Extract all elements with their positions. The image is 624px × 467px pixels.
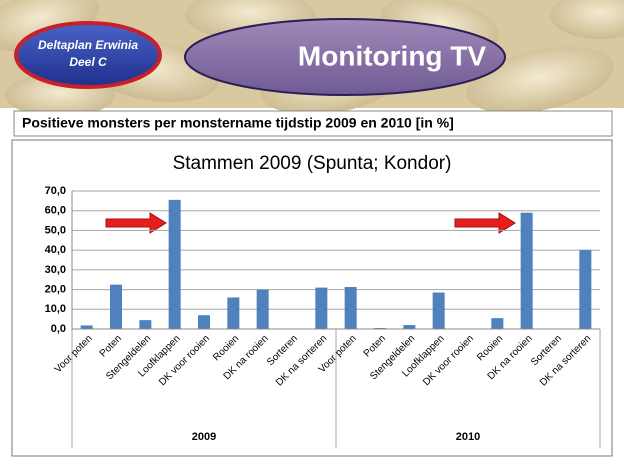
bar — [491, 318, 503, 329]
y-tick-label: 60,0 — [45, 205, 66, 217]
bar — [227, 297, 239, 329]
bar — [345, 287, 357, 329]
y-tick-label: 20,0 — [45, 283, 66, 295]
bar — [169, 200, 181, 329]
badge-line: Deltaplan Erwinia — [38, 38, 138, 52]
slide: Deltaplan Erwinia Deel C Monitoring TV P… — [0, 0, 624, 462]
y-tick-label: 0,0 — [51, 323, 66, 335]
bar — [198, 315, 210, 329]
chart-title: Stammen 2009 (Spunta; Kondor) — [173, 153, 452, 174]
bar — [257, 290, 269, 329]
y-tick-label: 50,0 — [45, 224, 66, 236]
bar — [521, 213, 533, 329]
bar — [579, 250, 591, 329]
bar — [81, 325, 93, 329]
group-label: 2010 — [456, 431, 480, 443]
bar — [110, 285, 122, 329]
badge-line: Deel C — [69, 55, 107, 69]
subtitle: Positieve monsters per monstername tijds… — [22, 115, 454, 131]
group-label: 2009 — [192, 431, 216, 443]
y-tick-label: 10,0 — [45, 303, 66, 315]
bar — [433, 293, 445, 329]
slide-title: Monitoring TV — [298, 40, 487, 71]
bar — [403, 325, 415, 329]
bar — [139, 320, 151, 329]
y-tick-label: 70,0 — [45, 185, 66, 197]
bar — [315, 288, 327, 329]
y-tick-label: 40,0 — [45, 244, 66, 256]
y-tick-label: 30,0 — [45, 264, 66, 276]
